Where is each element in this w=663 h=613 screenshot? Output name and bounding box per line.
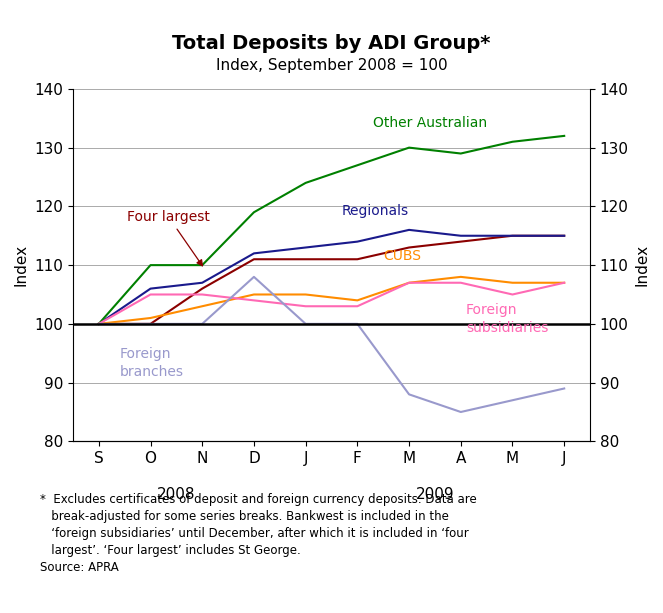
Text: 2009: 2009 xyxy=(416,487,454,502)
Text: *  Excludes certificates of deposit and foreign currency deposits. Data are
   b: * Excludes certificates of deposit and f… xyxy=(40,493,477,574)
Text: Total Deposits by ADI Group*: Total Deposits by ADI Group* xyxy=(172,34,491,53)
Text: Index, September 2008 = 100: Index, September 2008 = 100 xyxy=(215,58,448,73)
Text: CUBS: CUBS xyxy=(383,249,421,264)
Text: 2008: 2008 xyxy=(157,487,196,502)
Text: Other Australian: Other Australian xyxy=(373,116,487,130)
Text: Four largest: Four largest xyxy=(127,210,210,266)
Y-axis label: Index: Index xyxy=(14,244,29,286)
Y-axis label: Index: Index xyxy=(634,244,649,286)
Text: Foreign
branches: Foreign branches xyxy=(119,348,184,379)
Text: Regionals: Regionals xyxy=(342,204,409,218)
Text: Foreign
subsidiaries: Foreign subsidiaries xyxy=(466,303,548,335)
